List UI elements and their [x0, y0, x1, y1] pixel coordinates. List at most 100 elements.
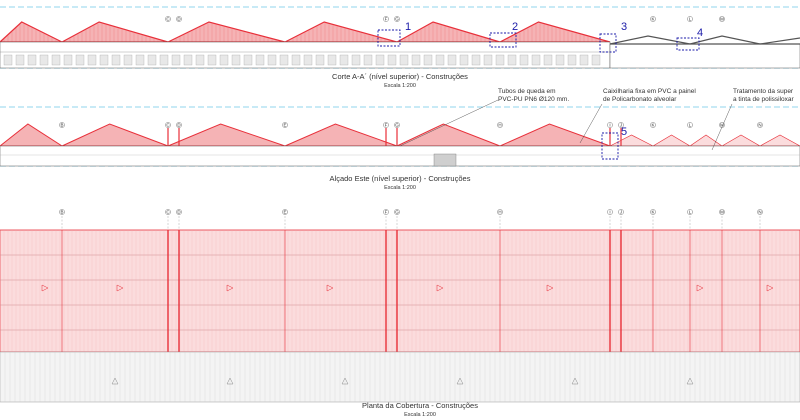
detail-callout-box [599, 33, 617, 53]
svg-text:PVC-PU PN6 Ø120 mm.: PVC-PU PN6 Ø120 mm. [498, 96, 569, 103]
elevation-axis-bubble: J [618, 122, 624, 128]
section-window [279, 54, 289, 66]
section-window [123, 54, 133, 66]
detail-callout-box [377, 29, 401, 47]
detail-callout-number: 1 [405, 21, 411, 33]
section-window [351, 54, 361, 66]
plan-axis-label: I [609, 210, 610, 215]
section-window [555, 54, 565, 66]
section-window [255, 54, 265, 66]
section-window [51, 54, 61, 66]
roof-plan-drawing: B C D E F G H I J K L M N Planta da Cobertura - Cons… [0, 209, 800, 418]
section-window [75, 54, 85, 66]
plan-axis-label: H [498, 210, 501, 215]
plan-axis-label: C [166, 210, 170, 215]
svg-text:M: M [720, 17, 724, 22]
section-window [579, 54, 589, 66]
svg-text:Tubos de queda em: Tubos de queda em [498, 88, 556, 95]
plan-axis-bubble: K [650, 209, 656, 215]
section-window [171, 54, 181, 66]
annotation-surface-treatment: Tratamento da super a tinta de polissilo… [711, 88, 795, 151]
section-window [291, 54, 301, 66]
section-window [315, 54, 325, 66]
svg-text:L: L [689, 17, 692, 22]
plan-slope-arrow [546, 284, 554, 292]
section-window [411, 54, 421, 66]
svg-text:D: D [177, 17, 181, 22]
svg-text:F: F [385, 17, 388, 22]
annotation-window-frame: Caixilharia fixa em PVC a painel de Poli… [579, 88, 696, 144]
elevation-annex-bay [759, 134, 800, 147]
elevation-roof-bay [499, 123, 611, 147]
plan-axis-bubble: G [394, 209, 400, 215]
plan-axis-label: G [395, 210, 399, 215]
roof-bay [0, 21, 63, 43]
svg-text:C: C [166, 17, 170, 22]
plan-axis-label: F [385, 210, 388, 215]
elevation-axis-label: L [689, 123, 692, 128]
section-window [219, 54, 229, 66]
elevation-axis-label: I [609, 123, 610, 128]
section-axis-g: G [394, 16, 400, 22]
svg-text:Tratamento da super: Tratamento da super [733, 88, 794, 95]
section-window [399, 54, 409, 66]
elevation-axis-label: B [60, 123, 63, 128]
section-axis-k: K [650, 16, 656, 22]
plan-axis-bubble: L [687, 209, 693, 215]
section-window [195, 54, 205, 66]
detail-callout-number: 4 [697, 27, 703, 39]
svg-text:K: K [651, 17, 654, 22]
section-window [183, 54, 193, 66]
section-drawing: C D F G K L M [0, 6, 800, 89]
section-window [3, 54, 13, 66]
section-window [495, 54, 505, 66]
roof-bay [167, 21, 286, 43]
section-window [375, 54, 385, 66]
elevation-annex-bay [688, 134, 724, 147]
section-window [27, 54, 37, 66]
section-window [135, 54, 145, 66]
plan-slope-arrow [116, 284, 124, 292]
plan-axis-label: D [177, 210, 181, 215]
elevation-axis-label: H [498, 123, 501, 128]
section-window [327, 54, 337, 66]
svg-text:Caixilharia fixa em PVC a pain: Caixilharia fixa em PVC a painel [603, 88, 696, 95]
elevation-annex-bay [609, 134, 654, 147]
elevation-roof-bay [0, 123, 64, 147]
detail-callout-box [601, 132, 619, 160]
plan-slope-arrow [766, 284, 774, 292]
section-annex-body [609, 43, 800, 69]
section-windows [3, 54, 601, 66]
section-window [87, 54, 97, 66]
elevation-roof-bay [284, 123, 398, 147]
plan-roof-grid [0, 230, 800, 352]
section-window [15, 54, 25, 66]
elevation-axis-bubble: F [383, 122, 389, 128]
detail-callout-box [489, 32, 517, 48]
section-window [447, 54, 457, 66]
plan-flat-arrow [226, 377, 234, 385]
elevation-roof-bay [61, 123, 169, 147]
plan-scale: Escala 1:200 [404, 412, 436, 418]
plan-axis-label: M [720, 210, 724, 215]
elevation-axis-bubble: D [176, 122, 182, 128]
section-axis-f: F [383, 16, 389, 22]
plan-axis-bubble: C [165, 209, 171, 215]
plan-axis-bubble: D [176, 209, 182, 215]
plan-axis-label: L [689, 210, 692, 215]
elevation-axis-label: G [395, 123, 399, 128]
plan-slope-arrow [436, 284, 444, 292]
detail-callout-number: 5 [621, 126, 627, 138]
elevation-door [433, 153, 457, 167]
roof-bay [394, 21, 501, 43]
elevation-axis-label: C [166, 123, 170, 128]
section-window [39, 54, 49, 66]
elevation-roof-bay [167, 123, 286, 147]
elevation-axis-bubble: E [282, 122, 288, 128]
elevation-title: Alçado Este (nível superior) - Construçõ… [330, 174, 471, 183]
section-axis-c: C [165, 16, 171, 22]
section-axis-l: L [687, 16, 693, 22]
plan-title: Planta da Cobertura - Construções [362, 401, 478, 410]
section-window [567, 54, 577, 66]
